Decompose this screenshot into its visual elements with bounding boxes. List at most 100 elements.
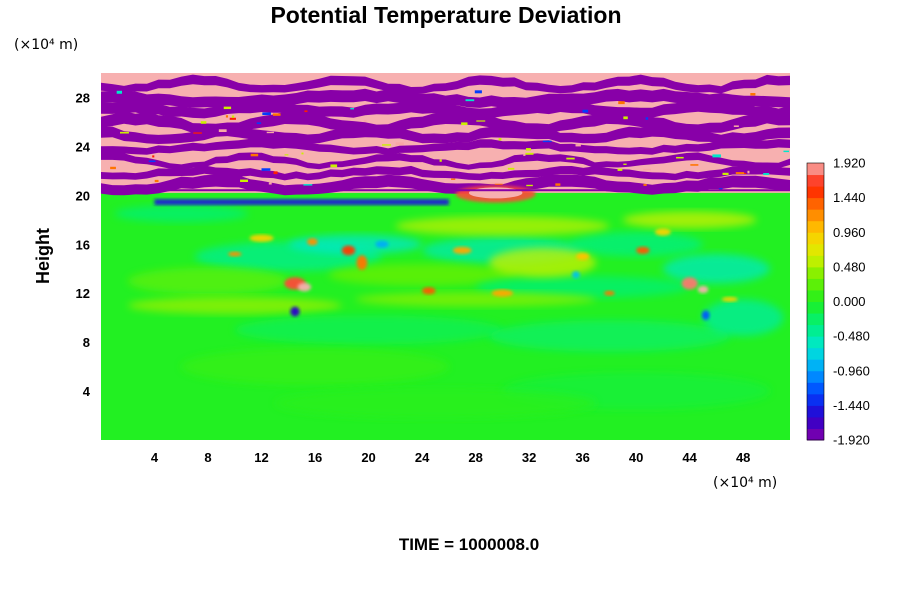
heatmap-cell: [218, 129, 227, 133]
heatmap-cell: [274, 388, 597, 418]
heatmap-cell: [297, 282, 312, 292]
y-tick-label: 28: [76, 90, 90, 105]
colorbar-segment: [807, 405, 824, 418]
x-tick-label: 44: [682, 450, 697, 465]
x-axis-ticks: 4 8 12 16 20 24 28 32 36 40 44 48: [151, 450, 751, 465]
colorbar-label: -1.440: [833, 398, 870, 413]
y-tick-label: 24: [76, 139, 91, 154]
heatmap-cell: [604, 290, 615, 296]
heatmap-cell: [690, 164, 699, 166]
heatmap-cell: [623, 116, 628, 120]
heatmap-cell: [382, 144, 391, 146]
colorbar-frame: [806, 162, 825, 441]
heatmap-cell: [697, 285, 709, 294]
y-tick-label: 4: [83, 384, 91, 399]
heatmap-cell: [733, 125, 739, 127]
heatmap-cell: [328, 263, 516, 286]
heatmap-cell: [525, 152, 534, 155]
heatmap-cell: [250, 153, 259, 157]
heatmap-cell: [288, 234, 423, 255]
colorbar-segment: [807, 278, 824, 291]
heatmap-cell: [523, 154, 526, 156]
colorbar-segment: [807, 255, 824, 268]
colorbar-segment: [807, 370, 824, 383]
heatmap-cell: [395, 216, 610, 236]
heatmap-cell: [617, 168, 623, 171]
colorbar-label: 0.960: [833, 225, 866, 240]
heatmap-cell: [395, 142, 404, 146]
colorbar-segment: [807, 428, 824, 441]
colorbar-label: 1.440: [833, 190, 866, 205]
heatmap-cell: [452, 246, 472, 255]
heatmap-cell: [290, 306, 300, 317]
colorbar-label: 1.920: [833, 156, 866, 171]
colorbar-segment: [807, 209, 824, 222]
colorbar-label: -0.480: [833, 329, 870, 344]
heatmap-cell: [262, 112, 271, 116]
heatmap-cell: [488, 320, 730, 352]
heatmap-cell: [148, 160, 156, 163]
colorbar-segment: [807, 313, 824, 326]
heatmap-cell: [643, 168, 652, 171]
heatmap-cell: [571, 271, 580, 279]
x-tick-label: 24: [415, 450, 430, 465]
heatmap-cell: [350, 108, 355, 110]
heatmap-cell: [101, 138, 790, 156]
x-tick-label: 36: [575, 450, 589, 465]
colorbar-segment: [807, 301, 824, 314]
colorbar-segment: [807, 220, 824, 233]
heatmap-cell: [662, 254, 770, 284]
x-tick-label: 32: [522, 450, 536, 465]
heatmap-cell: [555, 183, 561, 186]
heatmap-cell: [747, 170, 750, 174]
heatmap-cell: [272, 113, 281, 116]
colorbar-segment: [807, 266, 824, 279]
colorbar-labels: 1.920 1.440 0.960 0.480 0.000 -0.480 -0.960 -1.…: [833, 156, 870, 448]
colorbar-segment: [807, 174, 824, 187]
heatmap-cell: [721, 296, 738, 302]
heatmap-cell: [127, 296, 342, 314]
footer-time: TIME = 1000008.0: [399, 535, 539, 554]
heatmap-cell: [330, 164, 338, 168]
heatmap-cell: [488, 247, 597, 278]
heatmap-cell: [273, 171, 278, 175]
colorbar-label: 0.000: [833, 294, 866, 309]
heatmap-cell: [193, 132, 202, 134]
heatmap-cell: [422, 287, 436, 295]
heatmap-cell: [623, 163, 627, 165]
heatmap-cell: [228, 251, 242, 257]
x-tick-label: 12: [254, 450, 268, 465]
heatmap-cell: [225, 115, 229, 118]
heatmap-plot-area: [101, 73, 790, 440]
x-tick-label: 40: [629, 450, 643, 465]
heatmap-cell: [110, 166, 116, 170]
heatmap-cell: [722, 172, 729, 176]
heatmap-cell: [542, 140, 552, 143]
heatmap-cell: [303, 184, 313, 186]
x-unit-label: (×10⁴ m): [713, 475, 777, 491]
heatmap-cell: [783, 150, 790, 153]
colorbar-segment: [807, 336, 824, 349]
heatmap-cell: [618, 101, 625, 105]
heatmap-cell: [703, 299, 784, 337]
heatmap-cell: [569, 232, 704, 257]
colorbar-segment: [807, 186, 824, 199]
heatmap-cell: [261, 168, 271, 171]
heatmap-cell: [526, 184, 533, 187]
heatmap-cell: [475, 276, 690, 299]
heatmap-cell: [735, 172, 745, 175]
heatmap-cell: [284, 154, 289, 156]
heatmap-cell: [101, 189, 790, 192]
heatmap-cell: [356, 255, 368, 270]
chart-title: Potential Temperature Deviation: [270, 2, 621, 28]
colorbar-segment: [807, 289, 824, 302]
heatmap-cell: [474, 90, 482, 94]
heatmap-cell: [234, 315, 503, 345]
heatmap-cell: [461, 122, 468, 126]
heatmap-cell: [525, 148, 531, 151]
heatmap-cell: [763, 173, 770, 176]
x-tick-label: 28: [468, 450, 482, 465]
colorbar-segment: [807, 382, 824, 395]
colorbar: [806, 162, 825, 441]
